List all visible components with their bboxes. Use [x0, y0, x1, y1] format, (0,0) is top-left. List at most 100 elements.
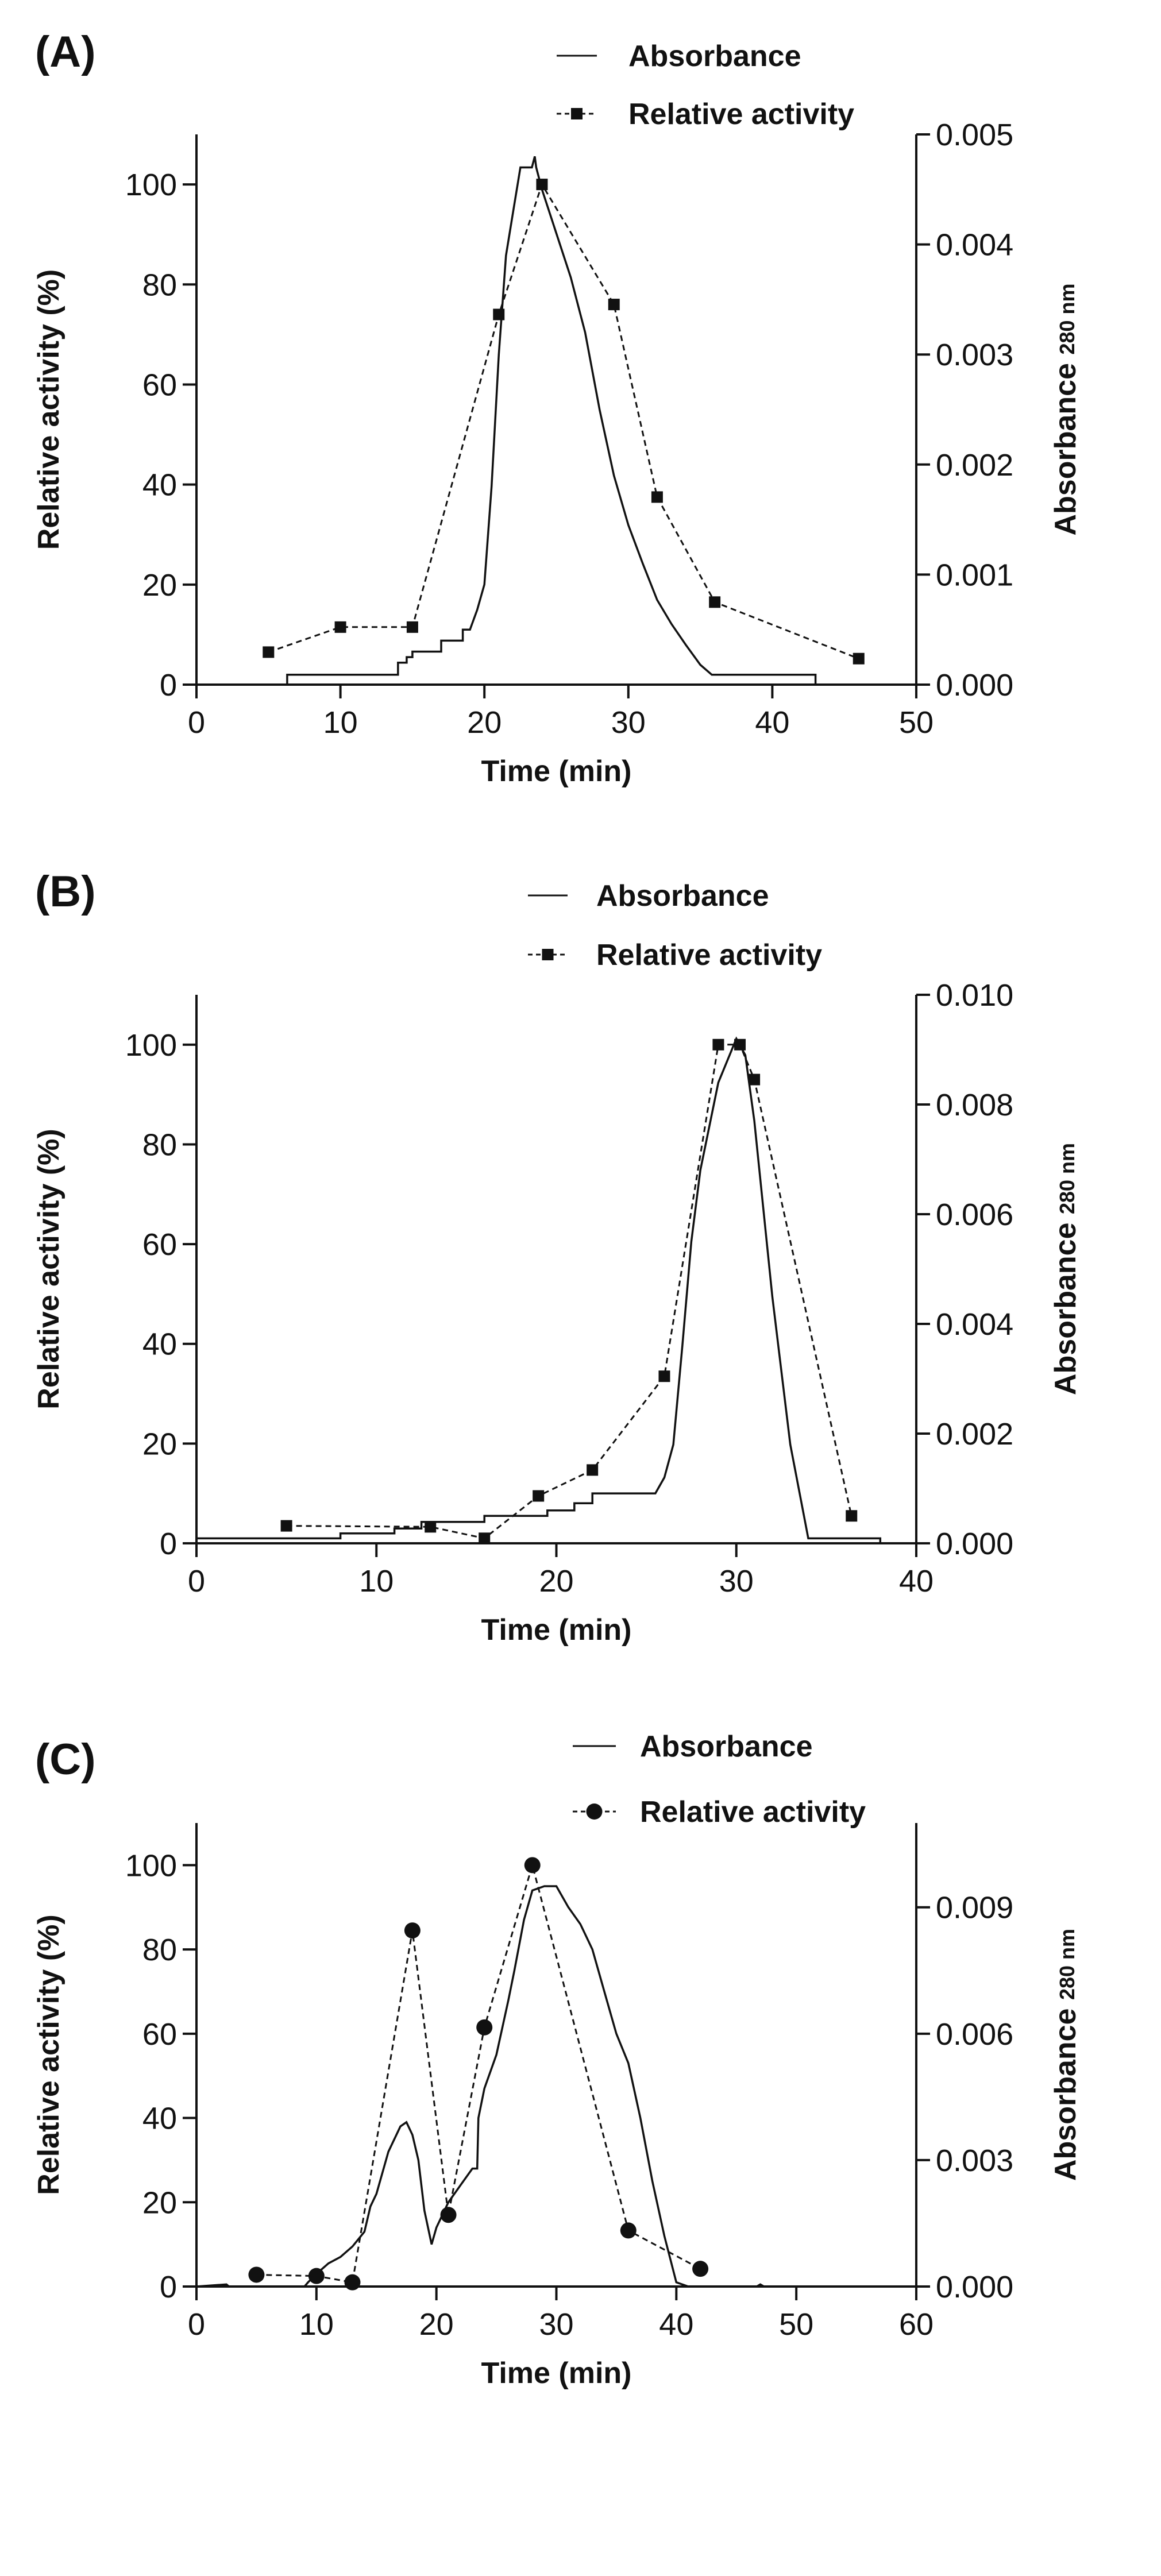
y-axis-title-right-subscript: 280 nm [1055, 283, 1079, 354]
data-point-marker [536, 179, 548, 191]
data-point-marker [280, 1520, 292, 1532]
data-point-marker [846, 1510, 858, 1522]
y-tick-label-right: 0.001 [936, 558, 1013, 592]
y-tick-label-left: 100 [125, 168, 177, 202]
y-tick-label-left: 20 [142, 568, 177, 603]
y-tick-label-left: 80 [142, 1933, 177, 1967]
data-point-marker [406, 621, 418, 633]
y-axis-title-right: Absorbance 280 nm [1049, 1143, 1082, 1395]
legend-label: Relative activity [628, 98, 854, 131]
data-point-marker [308, 2268, 325, 2284]
y-tick-label-right: 0.000 [936, 668, 1013, 702]
data-point-marker [524, 1857, 541, 1874]
chart-panel-b: (B) 0 10 20 30 40 0 20 40 60 80 100 0.000 0.002 0.004 0… [32, 867, 1082, 1647]
y-tick-label-left: 0 [160, 2270, 177, 2304]
series-line-absorbance [196, 1036, 882, 1543]
x-tick-label: 20 [467, 705, 502, 740]
legend-marker [571, 108, 583, 119]
x-tick-label: 30 [719, 1564, 754, 1598]
legend-item-absorbance: Absorbance [557, 40, 801, 73]
y-tick-label-left: 0 [160, 1527, 177, 1561]
panel-label: (A) [35, 28, 96, 76]
legend-item-relative-activity: Relative activity [528, 939, 822, 972]
y-axis-title-right-main: Absorbance [1049, 355, 1082, 536]
y-tick-label-left: 0 [160, 668, 177, 702]
data-point-marker [658, 1370, 670, 1382]
legend-label: Relative activity [596, 939, 822, 972]
y-axis-title-right: Absorbance 280 nm [1049, 1929, 1082, 2181]
legend-marker [542, 949, 554, 960]
y-tick-label-right: 0.002 [936, 448, 1013, 482]
legend-label: Absorbance [628, 40, 801, 73]
y-tick-label-right: 0.003 [936, 2144, 1013, 2178]
x-tick-label: 40 [659, 2307, 693, 2342]
data-point-marker [608, 299, 620, 311]
y-tick-label-left: 20 [142, 1427, 177, 1461]
data-point-marker [479, 1532, 491, 1544]
data-point-marker [493, 308, 505, 320]
legend-item-relative-activity: Relative activity [557, 98, 854, 131]
data-point-marker [692, 2261, 709, 2277]
x-tick-label: 10 [359, 1564, 394, 1598]
y-tick-label-right: 0.006 [936, 1198, 1013, 1232]
data-point-marker [853, 652, 865, 665]
y-tick-label-right: 0.008 [936, 1088, 1013, 1122]
data-point-marker [263, 646, 275, 658]
y-tick-label-right: 0.005 [936, 118, 1013, 152]
y-tick-label-right: 0.010 [936, 978, 1013, 1013]
data-point-marker [248, 2266, 265, 2283]
data-point-marker [533, 1490, 545, 1502]
x-tick-label: 10 [323, 705, 358, 740]
y-tick-label-left: 60 [142, 368, 177, 402]
x-tick-label: 0 [188, 2307, 205, 2342]
y-axis-title-left: Relative activity (%) [32, 1129, 65, 1409]
data-point-marker [476, 2019, 493, 2036]
y-axis-title-right-subscript: 280 nm [1055, 1929, 1079, 2000]
x-tick-label: 30 [611, 705, 646, 740]
y-tick-label-left: 100 [125, 1028, 177, 1063]
data-point-marker [709, 596, 721, 608]
x-tick-label: 40 [899, 1564, 934, 1598]
legend-item-absorbance: Absorbance [573, 1730, 813, 1763]
y-tick-label-left: 40 [142, 1327, 177, 1362]
y-axis-title-right-subscript: 280 nm [1055, 1143, 1079, 1214]
data-point-marker [344, 2274, 361, 2291]
series-line-relative-activity [256, 1861, 701, 2284]
x-axis-title: Time (min) [481, 755, 632, 788]
legend-label: Absorbance [596, 879, 769, 913]
panel-label: (B) [35, 867, 96, 916]
x-tick-label: 40 [755, 705, 789, 740]
x-tick-label: 20 [419, 2307, 454, 2342]
y-tick-label-left: 80 [142, 1127, 177, 1162]
y-tick-label-left: 20 [142, 2185, 177, 2220]
y-axis-title-left: Relative activity (%) [32, 269, 65, 550]
series-line-relative-activity [286, 1044, 853, 1539]
y-tick-label-left: 60 [142, 2017, 177, 2052]
data-point-marker [734, 1038, 746, 1051]
data-point-marker [651, 491, 663, 503]
y-tick-label-left: 100 [125, 1848, 177, 1883]
data-point-marker [404, 1922, 421, 1939]
y-tick-label-right: 0.000 [936, 1527, 1013, 1561]
x-tick-label: 0 [188, 705, 205, 740]
x-tick-label: 0 [188, 1564, 205, 1598]
x-tick-label: 50 [899, 705, 934, 740]
y-tick-label-left: 60 [142, 1227, 177, 1262]
y-tick-label-right: 0.004 [936, 1307, 1013, 1342]
y-axis-title-right: Absorbance 280 nm [1049, 283, 1082, 535]
y-tick-label-left: 40 [142, 468, 177, 503]
y-tick-label-right: 0.000 [936, 2270, 1013, 2304]
y-axis-title-right-main: Absorbance [1049, 2000, 1082, 2181]
chart-panel-c: (C) 0 10 20 30 40 50 60 0 20 40 60 80 100 0.000 0.003 0.… [32, 1730, 1082, 2390]
y-tick-label-right: 0.002 [936, 1417, 1013, 1451]
y-tick-label-left: 40 [142, 2102, 177, 2136]
x-tick-label: 30 [539, 2307, 573, 2342]
legend-item-absorbance: Absorbance [528, 879, 769, 913]
data-point-marker [620, 2222, 637, 2239]
x-tick-label: 50 [779, 2307, 813, 2342]
data-point-marker [587, 1464, 599, 1476]
x-tick-label: 10 [299, 2307, 334, 2342]
y-tick-label-right: 0.003 [936, 338, 1013, 372]
data-point-marker [425, 1521, 437, 1533]
